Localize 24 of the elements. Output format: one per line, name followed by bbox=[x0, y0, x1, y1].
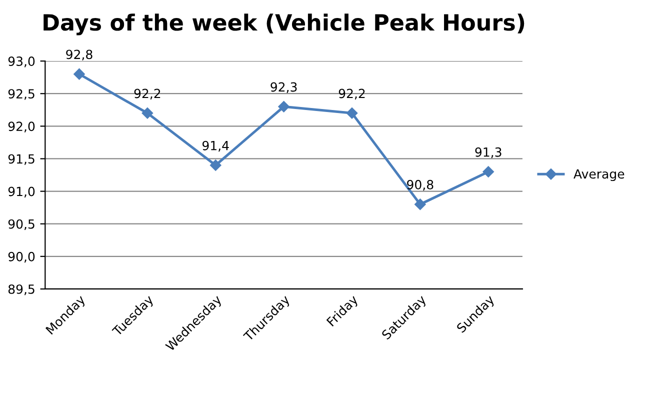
y-tick-label: 92,0 bbox=[8, 122, 35, 132]
data-label: 91,3 bbox=[475, 147, 502, 158]
point bbox=[482, 166, 494, 178]
point bbox=[278, 101, 290, 112]
y-tick-label: 90,0 bbox=[8, 252, 35, 263]
data-label: 92,3 bbox=[270, 82, 297, 93]
y-tick-label: 90,5 bbox=[8, 219, 34, 230]
data-label: 92,2 bbox=[338, 88, 365, 100]
chart-title: Days of the week (Vehicle Peak Hours) bbox=[44, 14, 524, 36]
point bbox=[346, 108, 358, 119]
y-tick-label: 93,0 bbox=[8, 56, 35, 68]
y-tick-label: 92,5 bbox=[8, 89, 34, 100]
point bbox=[414, 198, 426, 210]
legend-label: Average bbox=[574, 169, 624, 182]
y-tick-label: 91,0 bbox=[8, 186, 35, 198]
data-label: 92,2 bbox=[134, 88, 160, 100]
point bbox=[74, 68, 85, 80]
y-tick-label: 91,5 bbox=[8, 154, 34, 165]
data-label: 92,8 bbox=[66, 50, 92, 60]
point bbox=[210, 160, 222, 171]
point bbox=[142, 108, 154, 119]
data-label: 90,8 bbox=[407, 180, 434, 191]
data-label: 91,4 bbox=[202, 140, 229, 152]
y-tick-label: 89,5 bbox=[8, 284, 34, 296]
